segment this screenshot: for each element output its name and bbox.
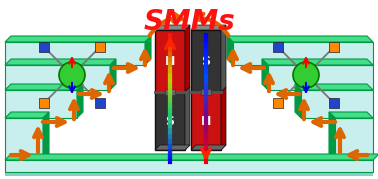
Polygon shape [301, 90, 373, 118]
Polygon shape [5, 84, 83, 90]
Polygon shape [262, 59, 373, 65]
Polygon shape [155, 30, 185, 92]
Text: S: S [201, 54, 211, 67]
Polygon shape [5, 154, 378, 160]
Polygon shape [185, 87, 190, 150]
Bar [39, 42, 49, 52]
Polygon shape [5, 90, 77, 118]
Polygon shape [43, 112, 49, 160]
Text: N: N [201, 115, 211, 127]
Polygon shape [227, 36, 373, 42]
Bar [39, 98, 49, 108]
Bar [95, 98, 105, 108]
Polygon shape [191, 145, 226, 150]
Polygon shape [110, 59, 116, 90]
Text: SMMs: SMMs [143, 8, 235, 36]
Polygon shape [262, 59, 268, 90]
Polygon shape [155, 92, 185, 150]
Bar [201, 89, 211, 95]
Polygon shape [145, 36, 151, 65]
Bar [273, 98, 283, 108]
Polygon shape [155, 25, 190, 30]
Polygon shape [5, 172, 373, 176]
Polygon shape [335, 118, 373, 160]
Polygon shape [5, 59, 116, 65]
Text: N: N [165, 54, 175, 67]
Polygon shape [5, 42, 145, 65]
Polygon shape [191, 30, 221, 92]
Text: S: S [166, 115, 175, 127]
Polygon shape [155, 145, 190, 150]
Polygon shape [185, 25, 190, 92]
Polygon shape [5, 112, 49, 118]
Polygon shape [227, 36, 233, 65]
Bar [273, 42, 283, 52]
Polygon shape [268, 65, 373, 90]
Polygon shape [233, 42, 373, 65]
Circle shape [59, 62, 85, 88]
Circle shape [293, 62, 319, 88]
Polygon shape [221, 87, 226, 150]
Polygon shape [329, 112, 373, 118]
Polygon shape [295, 84, 301, 118]
Polygon shape [191, 92, 221, 150]
Polygon shape [5, 160, 373, 172]
Bar [95, 42, 105, 52]
Bar [329, 98, 339, 108]
Bar [329, 42, 339, 52]
Polygon shape [295, 84, 373, 90]
Polygon shape [329, 112, 335, 160]
Polygon shape [5, 36, 151, 42]
Polygon shape [5, 118, 43, 160]
Polygon shape [77, 84, 83, 118]
Polygon shape [191, 25, 226, 30]
Polygon shape [5, 65, 110, 90]
Bar [165, 89, 175, 95]
Polygon shape [221, 25, 226, 92]
